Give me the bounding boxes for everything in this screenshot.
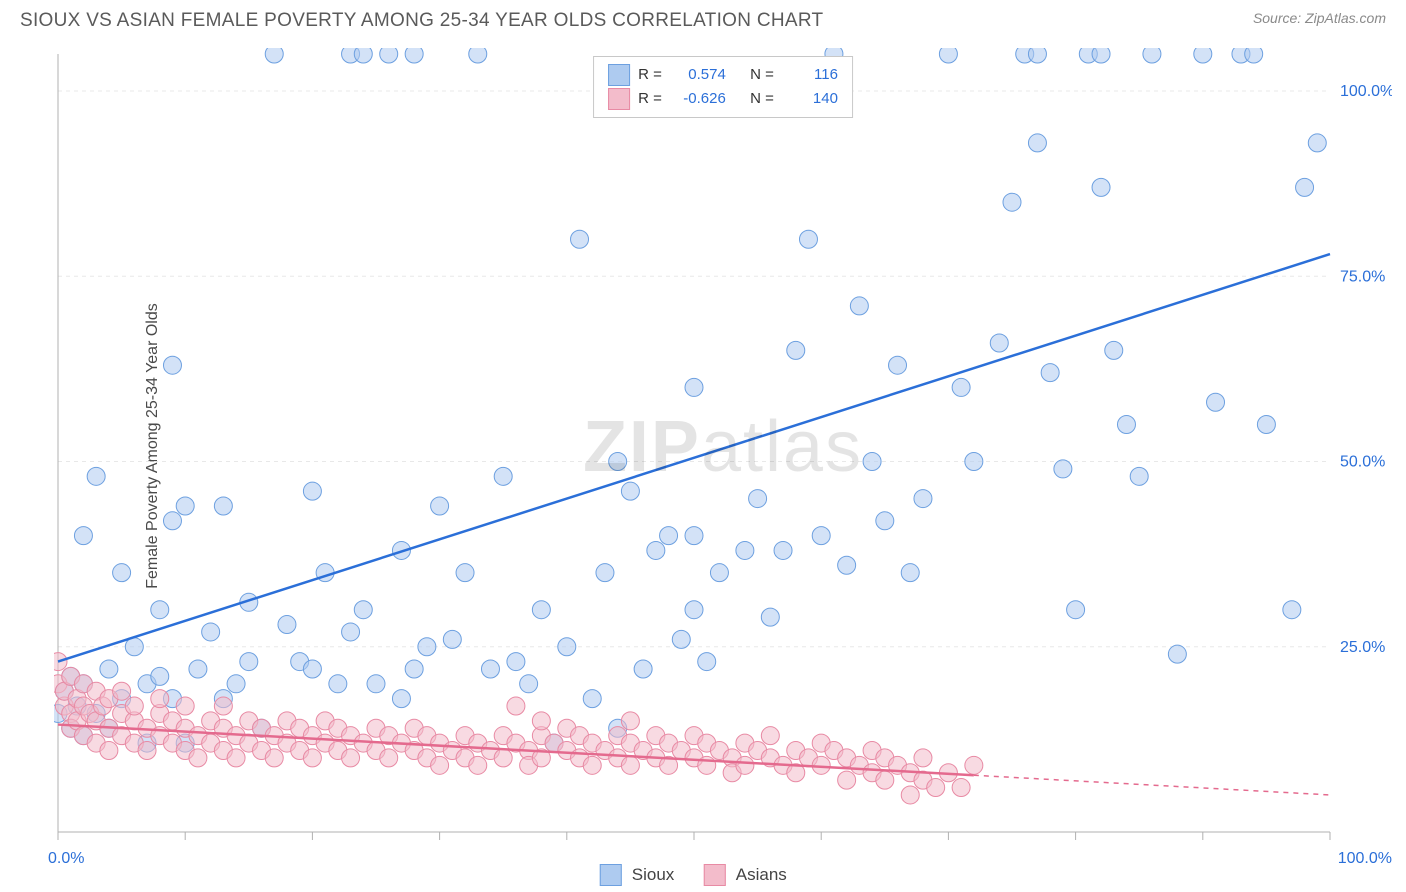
n-label: N = [750, 63, 774, 87]
legend-label: Asians [736, 865, 787, 885]
x-axis-min-label: 0.0% [48, 850, 84, 868]
stats-row: R = 0.574 N = 116 [608, 63, 838, 87]
correlation-stats-box: R = 0.574 N = 116 R = -0.626 N = 140 [593, 56, 853, 118]
scatter-plot-svg: 25.0% 50.0% 75.0% 100.0% [54, 48, 1392, 846]
chart-area: 25.0%50.0%75.0%100.0% ZIPatlas R =0.574 … [54, 48, 1392, 846]
stats-row: R = -0.626 N = 140 [608, 87, 838, 111]
r-value: 0.574 [670, 63, 726, 87]
r-label: R = [638, 63, 662, 87]
svg-text:75.0%: 75.0% [1340, 268, 1385, 285]
n-value: 116 [782, 63, 838, 87]
r-value: -0.626 [670, 87, 726, 111]
svg-text:25.0%: 25.0% [1340, 639, 1385, 656]
legend-swatch [600, 864, 622, 886]
chart-title: SIOUX VS ASIAN FEMALE POVERTY AMONG 25-3… [20, 10, 823, 32]
svg-text:50.0%: 50.0% [1340, 454, 1385, 471]
svg-text:100.0%: 100.0% [1340, 83, 1392, 100]
legend-swatch [704, 864, 726, 886]
legend-label: Sioux [632, 865, 675, 885]
r-label: R = [638, 87, 662, 111]
series-swatch [608, 88, 630, 110]
n-label: N = [750, 87, 774, 111]
source-attribution: Source: ZipAtlas.com [1253, 10, 1386, 26]
series-swatch [608, 64, 630, 86]
x-axis-max-label: 100.0% [1338, 850, 1392, 868]
legend: Sioux Asians [600, 864, 806, 886]
n-value: 140 [782, 87, 838, 111]
